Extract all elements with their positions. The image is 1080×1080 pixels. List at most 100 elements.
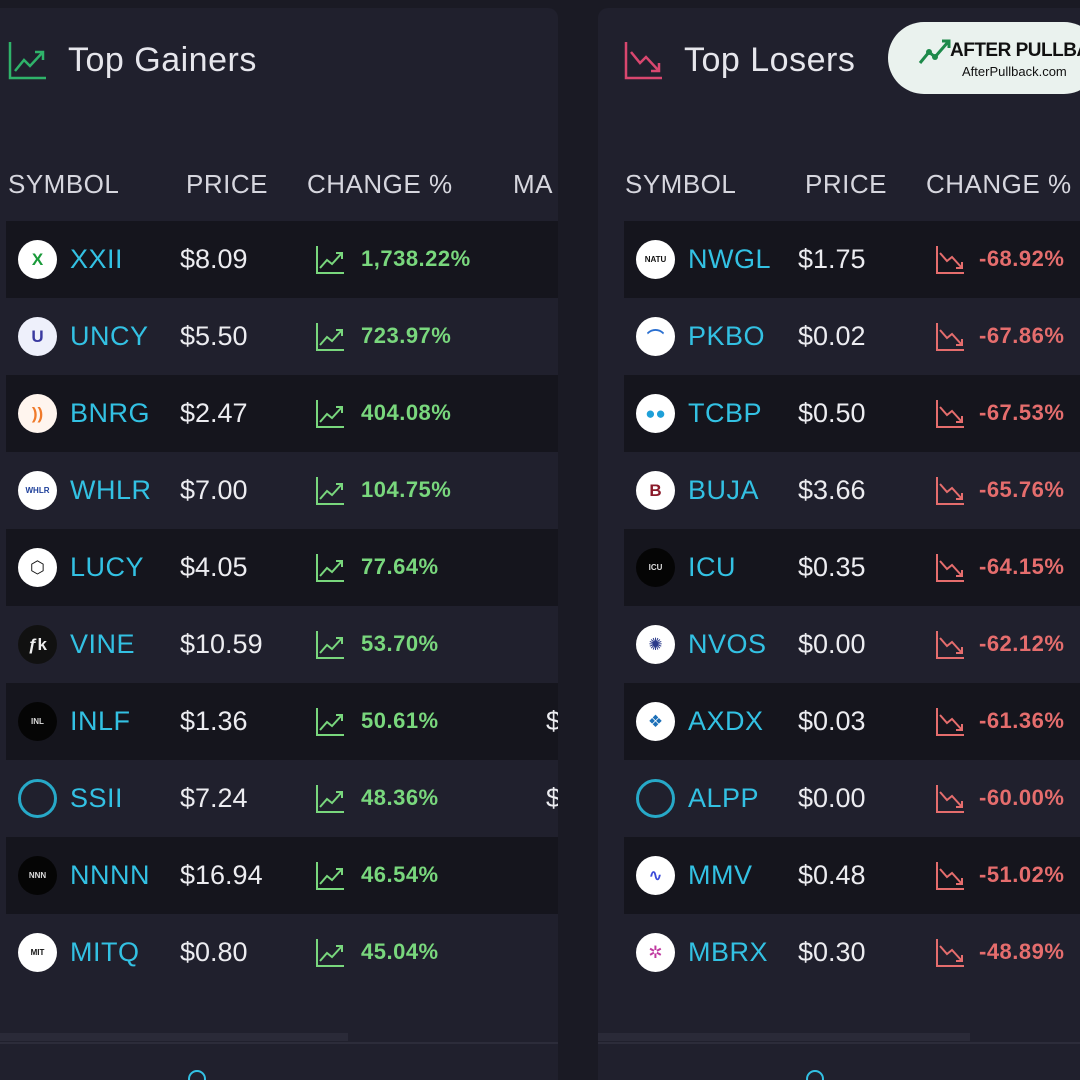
trending-down-icon xyxy=(936,862,964,890)
change-percent: -64.15% xyxy=(979,554,1065,579)
symbol-link[interactable]: MITQ xyxy=(70,937,140,967)
company-logo: NNN xyxy=(18,856,57,895)
table-row[interactable]: ICU ICU $0.35 -64.15% xyxy=(624,529,1080,606)
price-value: $7.00 xyxy=(180,475,248,505)
gainers-table: X XXII $8.09 1,738.22% U UNCY $5.50 723.… xyxy=(6,221,558,991)
trending-up-icon xyxy=(316,554,344,582)
symbol-link[interactable]: NWGL xyxy=(688,244,771,274)
symbol-link[interactable]: VINE xyxy=(70,629,136,659)
column-header-price[interactable]: PRICE xyxy=(186,169,268,199)
table-row[interactable]: ∿ MMV $0.48 -51.02% xyxy=(624,837,1080,914)
trending-up-icon xyxy=(316,862,344,890)
change-percent: 48.36% xyxy=(361,785,439,810)
table-row[interactable]: ✲ MBRX $0.30 -48.89% xyxy=(624,914,1080,991)
brand-url[interactable]: AfterPullback.com xyxy=(962,64,1067,79)
panel-footer xyxy=(0,1042,558,1080)
symbol-link[interactable]: NNNN xyxy=(70,860,150,890)
table-row[interactable]: NATU NWGL $1.75 -68.92% xyxy=(624,221,1080,298)
symbol-link[interactable]: AXDX xyxy=(688,706,764,736)
column-header-change[interactable]: CHANGE % xyxy=(307,169,453,199)
table-row[interactable]: ƒk VINE $10.59 53.70% xyxy=(6,606,558,683)
change-percent: 53.70% xyxy=(361,631,439,656)
change-percent: -67.86% xyxy=(979,323,1065,348)
symbol-link[interactable]: NVOS xyxy=(688,629,767,659)
column-header-market-cap[interactable]: MA xyxy=(513,169,553,199)
trending-up-icon xyxy=(8,42,46,80)
brand-badge: AFTER PULLBACK AfterPullback.com xyxy=(888,22,1080,94)
trending-down-icon xyxy=(936,939,964,967)
symbol-link[interactable]: ALPP xyxy=(688,783,760,813)
table-row[interactable]: MIT MITQ $0.80 45.04% xyxy=(6,914,558,991)
table-row[interactable]: B BUJA $3.66 -65.76% xyxy=(624,452,1080,529)
change-percent: 723.97% xyxy=(361,323,452,348)
panel-title: Top Losers xyxy=(684,40,856,79)
change-percent: -67.53% xyxy=(979,400,1065,425)
column-header-symbol[interactable]: SYMBOL xyxy=(8,169,120,199)
symbol-link[interactable]: PKBO xyxy=(688,321,766,351)
change-percent: 46.54% xyxy=(361,862,439,887)
table-row[interactable]: X XXII $8.09 1,738.22% xyxy=(6,221,558,298)
trending-down-icon xyxy=(936,708,964,736)
symbol-link[interactable]: TCBP xyxy=(688,398,763,428)
change-percent: -60.00% xyxy=(979,785,1065,810)
symbol-link[interactable]: SSII xyxy=(70,783,124,813)
search-icon[interactable] xyxy=(188,1070,206,1080)
table-row[interactable]: ⬡ LUCY $4.05 77.64% xyxy=(6,529,558,606)
column-headers: SYMBOL PRICE CHANGE % MA xyxy=(0,156,558,212)
company-logo: ƒk xyxy=(18,625,57,664)
table-row[interactable]: SSII $7.24 48.36% $ xyxy=(6,760,558,837)
symbol-link[interactable]: MBRX xyxy=(688,937,769,967)
company-logo: ∿ xyxy=(636,856,675,895)
table-row[interactable]: NNN NNNN $16.94 46.54% xyxy=(6,837,558,914)
symbol-link[interactable]: LUCY xyxy=(70,552,145,582)
price-value: $5.50 xyxy=(180,321,248,351)
change-percent: 104.75% xyxy=(361,477,452,502)
symbol-link[interactable]: XXII xyxy=(70,244,124,274)
column-header-symbol[interactable]: SYMBOL xyxy=(625,169,737,199)
panel-footer xyxy=(598,1042,1080,1080)
change-percent: -68.92% xyxy=(979,246,1065,271)
trending-up-icon xyxy=(316,785,344,813)
symbol-link[interactable]: BNRG xyxy=(70,398,151,428)
table-row[interactable]: U UNCY $5.50 723.97% xyxy=(6,298,558,375)
company-logo: ✲ xyxy=(636,933,675,972)
table-row[interactable]: )) BNRG $2.47 404.08% xyxy=(6,375,558,452)
price-value: $0.00 xyxy=(798,629,866,659)
symbol-link[interactable]: MMV xyxy=(688,860,753,890)
company-logo: ⬡ xyxy=(18,548,57,587)
trending-up-icon xyxy=(316,631,344,659)
brand-name: AFTER PULLBACK xyxy=(950,40,1080,61)
table-row[interactable]: ❖ AXDX $0.03 -61.36% xyxy=(624,683,1080,760)
price-value: $10.59 xyxy=(180,629,263,659)
trending-down-icon xyxy=(936,477,964,505)
table-row[interactable]: ⌒ PKBO $0.02 -67.86% xyxy=(624,298,1080,375)
trending-up-icon xyxy=(316,708,344,736)
price-value: $0.30 xyxy=(798,937,866,967)
symbol-link[interactable]: UNCY xyxy=(70,321,149,351)
symbol-link[interactable]: WHLR xyxy=(70,475,152,505)
footer-tab xyxy=(0,1033,348,1041)
company-logo: B xyxy=(636,471,675,510)
price-value: $7.24 xyxy=(180,783,248,813)
company-logo: MIT xyxy=(18,933,57,972)
company-logo: INL xyxy=(18,702,57,741)
symbol-link[interactable]: BUJA xyxy=(688,475,760,505)
trending-down-icon xyxy=(936,631,964,659)
table-row[interactable]: INL INLF $1.36 50.61% $ xyxy=(6,683,558,760)
change-percent: 50.61% xyxy=(361,708,439,733)
table-row[interactable]: ●● TCBP $0.50 -67.53% xyxy=(624,375,1080,452)
column-headers: SYMBOL PRICE CHANGE % xyxy=(598,156,1080,212)
table-row[interactable]: ✺ NVOS $0.00 -62.12% xyxy=(624,606,1080,683)
table-row[interactable]: ALPP $0.00 -60.00% xyxy=(624,760,1080,837)
losers-table: NATU NWGL $1.75 -68.92% ⌒ PKBO $0.02 -67… xyxy=(624,221,1080,991)
table-row[interactable]: WHLR WHLR $7.00 104.75% xyxy=(6,452,558,529)
column-header-change[interactable]: CHANGE % xyxy=(926,169,1072,199)
company-logo: )) xyxy=(18,394,57,433)
symbol-link[interactable]: INLF xyxy=(70,706,131,736)
company-logo: U xyxy=(18,317,57,356)
price-value: $2.47 xyxy=(180,398,248,428)
market-cap-value: $ xyxy=(546,783,558,813)
search-icon[interactable] xyxy=(806,1070,824,1080)
symbol-link[interactable]: ICU xyxy=(688,552,736,582)
column-header-price[interactable]: PRICE xyxy=(805,169,887,199)
